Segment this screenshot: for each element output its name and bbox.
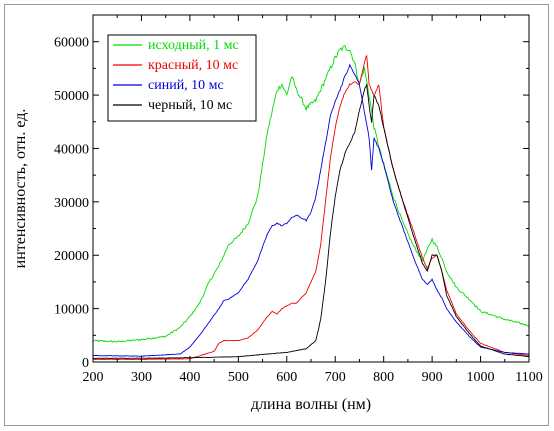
legend-label-1: исходный, 1 мс — [148, 38, 239, 53]
legend-label-4: черный, 10 мс — [148, 98, 232, 113]
series-line-4 — [92, 83, 530, 359]
y-tick-label: 0 — [82, 356, 89, 371]
x-axis-label: длина волны (нм) — [251, 396, 371, 413]
ticks-layer: 200 300 400 500 600 700 800 900 1000 1100 0 10000 20… — [54, 15, 543, 385]
x-tick-label: 600 — [276, 370, 297, 385]
y-tick-label: 20000 — [54, 249, 89, 264]
x-tick-label: 700 — [325, 370, 346, 385]
x-tick-label: 200 — [83, 370, 104, 385]
series-line-3 — [92, 63, 530, 357]
spectrum-chart: 200 300 400 500 600 700 800 900 1000 1100 0 10000 20… — [12, 14, 543, 413]
series-line-1 — [92, 45, 530, 343]
x-tick-label: 300 — [131, 370, 152, 385]
y-tick-label: 50000 — [54, 89, 89, 104]
legend: исходный, 1 мс красный, 10 мс синий, 10 мс… — [107, 34, 257, 122]
x-tick-label: 1000 — [467, 370, 495, 385]
y-tick-label: 60000 — [54, 36, 89, 51]
x-tick-label: 1100 — [515, 370, 542, 385]
legend-box — [107, 34, 257, 122]
x-tick-label: 900 — [422, 370, 443, 385]
x-tick-label: 500 — [228, 370, 249, 385]
chart-frame: 200 300 400 500 600 700 800 900 1000 1100 0 10000 20… — [4, 4, 549, 426]
y-tick-label: 10000 — [54, 303, 89, 318]
legend-label-3: синий, 10 мс — [148, 78, 224, 93]
y-tick-label: 30000 — [54, 196, 89, 211]
y-tick-label: 40000 — [54, 142, 89, 157]
x-tick-label: 400 — [179, 370, 200, 385]
legend-label-2: красный, 10 мс — [148, 58, 238, 73]
x-tick-label: 800 — [373, 370, 394, 385]
y-axis-label: интенсивность, отн. ед. — [12, 109, 29, 269]
